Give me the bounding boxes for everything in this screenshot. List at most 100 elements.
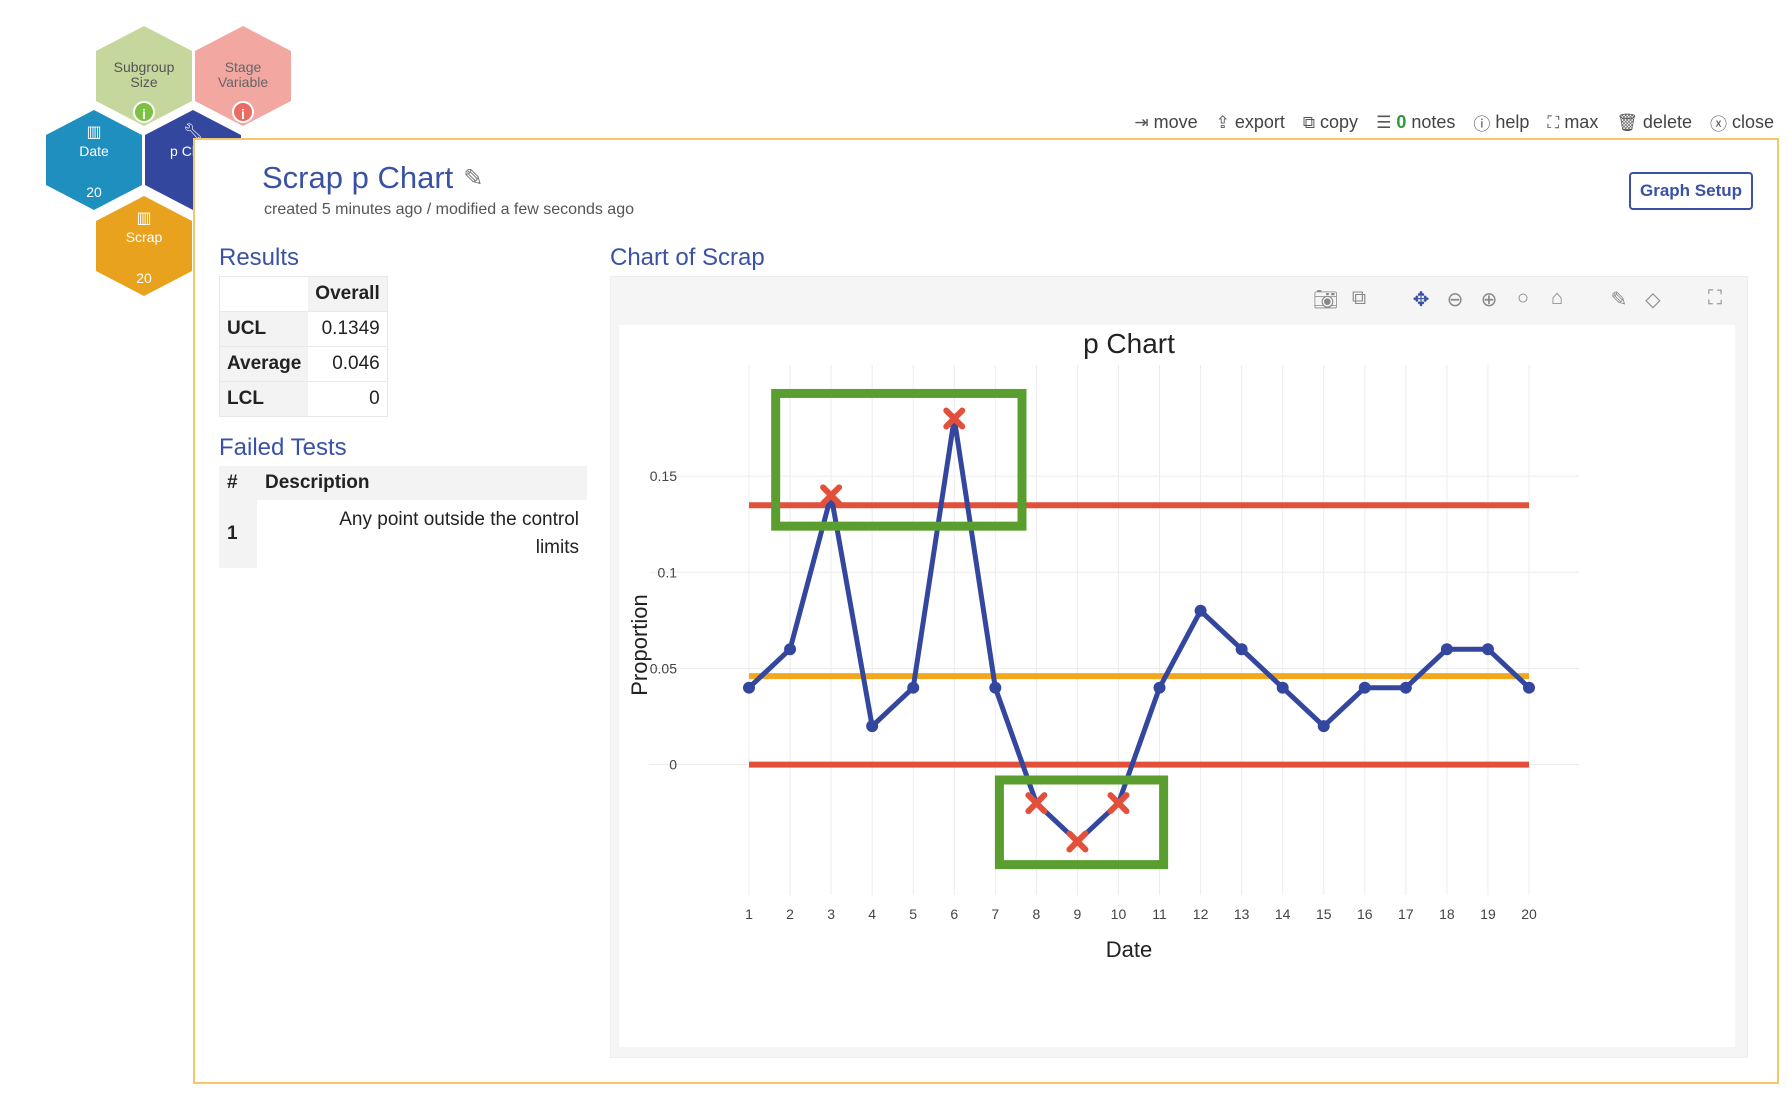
data-point	[866, 720, 879, 733]
pencil-icon[interactable]: ✎	[463, 164, 484, 192]
out-of-control-point	[1025, 792, 1048, 815]
close-icon: ⓧ	[1709, 115, 1727, 134]
stage-label-2: Variable	[217, 74, 269, 90]
close-button[interactable]: ⓧ close	[1710, 110, 1774, 135]
x-axis-label: Date	[1106, 937, 1152, 962]
data-point	[1276, 681, 1289, 694]
failed-tests-title: Failed Tests	[219, 434, 347, 461]
data-point	[1194, 604, 1207, 617]
results-label: Average	[219, 346, 309, 382]
notes-count: 0	[1396, 112, 1407, 132]
data-point	[1399, 681, 1412, 694]
x-tick-label: 2	[786, 906, 794, 922]
x-tick-label: 9	[1074, 906, 1082, 922]
highlight-box	[994, 775, 1169, 870]
scrap-count: 20	[136, 270, 152, 286]
zoom-out-icon[interactable]: ⊖	[1446, 289, 1464, 311]
move-icon: ⇥	[1134, 112, 1149, 132]
series-line	[747, 415, 1531, 845]
close-label: close	[1731, 112, 1774, 132]
data-point	[907, 681, 920, 694]
export-icon: ⇪	[1215, 112, 1230, 132]
subgroup-label-2: Size	[130, 74, 158, 90]
x-tick-label: 1	[745, 906, 753, 922]
out-of-control-point	[943, 407, 966, 430]
draw-icon[interactable]: ✎	[1610, 289, 1628, 311]
stage-variable-node[interactable]: Stage Variable i	[195, 26, 291, 126]
x-tick-label: 6	[950, 906, 958, 922]
autoscale-icon[interactable]: ○	[1516, 287, 1530, 309]
chart-container: 📷︎ ⧉ ✥ ⊖ ⊕ ○ ⌂ ✎ ◇ ⛶ 0 0.05 0.1 0.15 1 2 3 4 5 6 7…	[610, 276, 1748, 1058]
delete-button[interactable]: 🗑︎ delete	[1616, 110, 1692, 135]
fullscreen-icon[interactable]: ⛶	[1708, 287, 1722, 309]
x-tick-label: 14	[1275, 906, 1291, 922]
results-label: LCL	[219, 381, 309, 417]
graph-setup-button[interactable]: Graph Setup	[1629, 172, 1753, 210]
scrap-node[interactable]: ▥ Scrap 20	[96, 196, 192, 296]
export-label: export	[1234, 112, 1285, 132]
col-desc-header: Description	[265, 472, 370, 493]
wrench-icon: 🔧︎	[182, 124, 204, 141]
data-point	[1440, 643, 1453, 656]
trash-icon: 🗑︎	[1616, 112, 1638, 132]
move-button[interactable]: ⇥ move	[1134, 110, 1197, 135]
out-of-control-point	[1107, 792, 1130, 815]
test-number: 1	[227, 523, 238, 544]
page-title: Scrap p Chart	[262, 160, 454, 195]
max-button[interactable]: ⛶ max	[1547, 110, 1598, 135]
chart-title: p Chart	[1083, 328, 1175, 359]
bar-chart-icon: ▥	[86, 124, 102, 141]
data-point	[1481, 643, 1494, 656]
test-description: Any point outside the control limits	[257, 500, 587, 568]
notes-label: notes	[1411, 112, 1456, 132]
info-icon[interactable]: i	[232, 101, 254, 123]
x-tick-label: 17	[1398, 906, 1414, 922]
maximize-icon: ⛶	[1547, 112, 1560, 132]
y-tick-label: 0.15	[650, 468, 677, 484]
pan-icon[interactable]: ✥	[1412, 289, 1430, 311]
highlight-box	[771, 388, 1027, 531]
page-title-row: Scrap p Chart ✎	[262, 160, 483, 196]
data-point	[1153, 681, 1166, 694]
p-chart-svg: 00.050.10.151 2 3 4 5 6 7 8 9 10 11 12 13 14 15 16 17 18 1…	[627, 328, 1579, 962]
save-icon[interactable]: ⧉	[1351, 287, 1367, 309]
results-label: UCL	[219, 311, 309, 347]
notes-button[interactable]: ☰ 0 notes	[1376, 110, 1455, 135]
out-of-control-point	[1066, 830, 1089, 853]
x-tick-label: 5	[909, 906, 917, 922]
help-label: help	[1495, 112, 1530, 132]
x-tick-label: 4	[868, 906, 876, 922]
date-count: 20	[86, 184, 102, 200]
out-of-control-point	[820, 484, 843, 507]
eraser-icon[interactable]: ◇	[1645, 289, 1661, 311]
date-node[interactable]: ▥ Date 20	[46, 110, 142, 210]
export-button[interactable]: ⇪ export	[1216, 110, 1285, 135]
data-point	[1235, 643, 1248, 656]
x-tick-label: 3	[827, 906, 835, 922]
data-point	[989, 681, 1002, 694]
copy-icon: ⧉	[1302, 112, 1316, 132]
x-tick-label: 16	[1357, 906, 1373, 922]
data-point	[1523, 681, 1535, 694]
data-point	[1358, 681, 1371, 694]
date-label: Date	[79, 143, 109, 159]
info-icon[interactable]: i	[133, 101, 155, 123]
chart-toolbar: 📷︎ ⧉ ✥ ⊖ ⊕ ○ ⌂ ✎ ◇ ⛶	[1313, 287, 1727, 312]
camera-icon[interactable]: 📷︎	[1313, 289, 1339, 311]
help-button[interactable]: ⓘ help	[1473, 110, 1529, 135]
x-tick-label: 15	[1316, 906, 1332, 922]
action-bar: ⇥ move ⇪ export ⧉ copy ☰ 0 notes ⓘ help ⛶ max 🗑…	[1134, 110, 1774, 135]
home-icon[interactable]: ⌂	[1550, 287, 1564, 309]
zoom-in-icon[interactable]: ⊕	[1480, 289, 1498, 311]
x-tick-label: 11	[1152, 906, 1167, 922]
move-label: move	[1153, 112, 1198, 132]
max-label: max	[1564, 112, 1599, 132]
x-tick-label: 20	[1521, 906, 1537, 922]
bar-chart-icon: ▥	[136, 210, 152, 227]
data-point	[1317, 720, 1330, 733]
subgroup-size-node[interactable]: Subgroup Size i	[96, 26, 192, 126]
x-tick-label: 10	[1111, 906, 1127, 922]
copy-label: copy	[1320, 112, 1359, 132]
x-tick-label: 12	[1193, 906, 1209, 922]
copy-button[interactable]: ⧉ copy	[1303, 110, 1358, 135]
